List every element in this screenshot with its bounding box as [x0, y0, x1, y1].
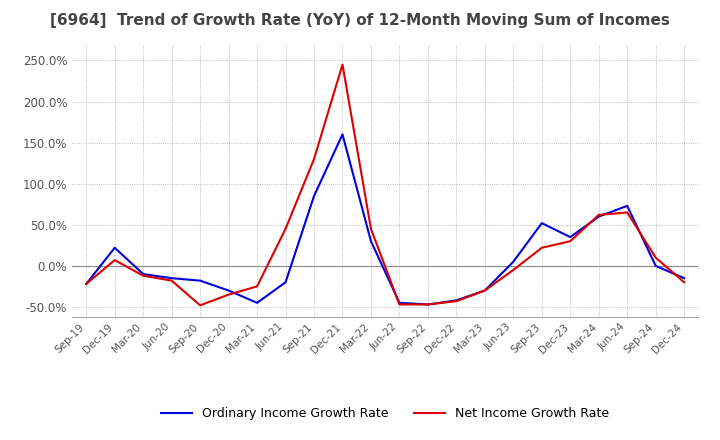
Ordinary Income Growth Rate: [196, 278, 204, 283]
Net Income Growth Rate: [82, 281, 91, 286]
Ordinary Income Growth Rate: [139, 271, 148, 277]
Net Income Growth Rate: [310, 156, 318, 161]
Net Income Growth Rate: [652, 255, 660, 260]
Ordinary Income Growth Rate: [680, 275, 688, 281]
Ordinary Income Growth Rate: [595, 214, 603, 219]
Net Income Growth Rate: [480, 288, 489, 293]
Net Income Growth Rate: [338, 62, 347, 67]
Net Income Growth Rate: [595, 212, 603, 217]
Ordinary Income Growth Rate: [253, 300, 261, 305]
Net Income Growth Rate: [452, 299, 461, 304]
Legend: Ordinary Income Growth Rate, Net Income Growth Rate: Ordinary Income Growth Rate, Net Income …: [156, 402, 614, 425]
Ordinary Income Growth Rate: [537, 220, 546, 226]
Net Income Growth Rate: [366, 226, 375, 231]
Ordinary Income Growth Rate: [452, 298, 461, 303]
Ordinary Income Growth Rate: [423, 302, 432, 307]
Ordinary Income Growth Rate: [82, 281, 91, 286]
Ordinary Income Growth Rate: [338, 132, 347, 137]
Net Income Growth Rate: [680, 280, 688, 285]
Net Income Growth Rate: [253, 284, 261, 289]
Ordinary Income Growth Rate: [366, 238, 375, 244]
Ordinary Income Growth Rate: [395, 300, 404, 305]
Ordinary Income Growth Rate: [566, 235, 575, 240]
Ordinary Income Growth Rate: [623, 203, 631, 209]
Net Income Growth Rate: [110, 257, 119, 263]
Ordinary Income Growth Rate: [310, 193, 318, 198]
Ordinary Income Growth Rate: [509, 259, 518, 264]
Net Income Growth Rate: [282, 226, 290, 231]
Line: Net Income Growth Rate: Net Income Growth Rate: [86, 65, 684, 305]
Net Income Growth Rate: [423, 302, 432, 307]
Net Income Growth Rate: [623, 210, 631, 215]
Net Income Growth Rate: [139, 273, 148, 279]
Ordinary Income Growth Rate: [480, 288, 489, 293]
Net Income Growth Rate: [566, 238, 575, 244]
Ordinary Income Growth Rate: [110, 245, 119, 250]
Ordinary Income Growth Rate: [225, 288, 233, 293]
Ordinary Income Growth Rate: [167, 275, 176, 281]
Net Income Growth Rate: [196, 303, 204, 308]
Net Income Growth Rate: [509, 268, 518, 273]
Net Income Growth Rate: [167, 278, 176, 283]
Text: [6964]  Trend of Growth Rate (YoY) of 12-Month Moving Sum of Incomes: [6964] Trend of Growth Rate (YoY) of 12-…: [50, 13, 670, 28]
Net Income Growth Rate: [537, 245, 546, 250]
Line: Ordinary Income Growth Rate: Ordinary Income Growth Rate: [86, 134, 684, 304]
Ordinary Income Growth Rate: [652, 263, 660, 268]
Ordinary Income Growth Rate: [282, 280, 290, 285]
Net Income Growth Rate: [395, 302, 404, 307]
Net Income Growth Rate: [225, 292, 233, 297]
